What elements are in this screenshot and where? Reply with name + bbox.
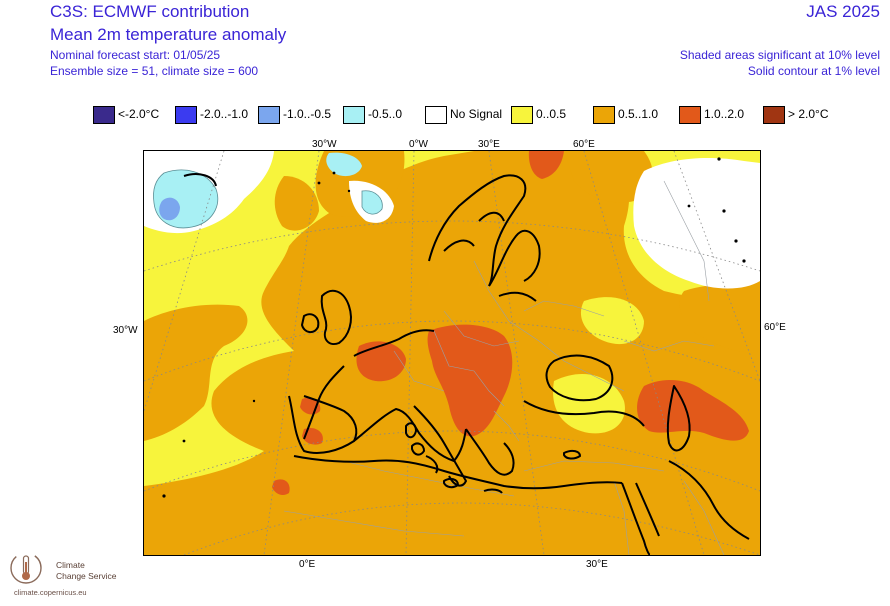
anomaly-field-weak: [580, 297, 644, 345]
legend-swatch: [425, 106, 447, 124]
no-signal-region: [633, 158, 760, 289]
logo-url: climate.copernicus.eu: [14, 588, 87, 597]
legend-swatch: [258, 106, 280, 124]
anomaly-region-slight-cool: [362, 190, 383, 215]
lon-label-top-30w: 30°W: [312, 139, 337, 150]
legend-swatch: [763, 106, 785, 124]
anomaly-field-weak: [553, 373, 625, 434]
anomaly-region-strong: [637, 379, 749, 441]
coastlines: [183, 173, 750, 555]
anomaly-region-moderate: [679, 281, 760, 353]
legend-swatch: [343, 106, 365, 124]
anomaly-region-moderate: [564, 151, 653, 203]
significance-note: Shaded areas significant at 10% level: [679, 48, 880, 62]
thermometer-logo-icon: [10, 552, 42, 584]
anomaly-region-strong: [272, 479, 290, 496]
contour-note: Solid contour at 1% level: [747, 64, 880, 78]
lon-label-top-0w: 0°W: [409, 139, 428, 150]
map-title: C3S: ECMWF contribution: [50, 2, 250, 21]
lon-label-left-30w: 30°W: [113, 325, 138, 336]
legend-label: <-2.0°C: [118, 107, 160, 121]
anomaly-region-moderate: [144, 304, 248, 441]
legend-swatch: [175, 106, 197, 124]
legend-label: 0.5..1.0: [618, 107, 659, 121]
legend-swatch: [593, 106, 615, 124]
legend-label: -0.5..0: [368, 107, 403, 121]
anomaly-region-moderate: [274, 176, 319, 231]
anomaly-region-strong: [356, 341, 406, 382]
map-subtitle: Mean 2m temperature anomaly: [50, 25, 287, 44]
lon-label-bottom-30e: 30°E: [586, 559, 608, 570]
lon-label-top-60e: 60°E: [573, 139, 595, 150]
legend-label: > 2.0°C: [788, 107, 829, 121]
map-canvas: [144, 151, 760, 555]
anomaly-region-cool: [159, 197, 180, 221]
lon-label-right-60e: 60°E: [764, 322, 786, 333]
country-borders: [283, 180, 725, 555]
legend-label: 1.0..2.0: [704, 107, 745, 121]
legend-label: -1.0..-0.5: [283, 107, 332, 121]
legend-swatch: [511, 106, 533, 124]
ensemble-size: Ensemble size = 51, climate size = 600: [50, 64, 259, 78]
copernicus-logo: Climate Change Service climate.copernicu…: [6, 548, 146, 604]
season-label: JAS 2025: [806, 2, 880, 21]
forecast-start: Nominal forecast start: 01/05/25: [50, 48, 221, 62]
anomaly-region-strong: [427, 324, 513, 437]
anomaly-map: [143, 150, 761, 556]
anomaly-region-strong: [528, 151, 564, 179]
legend-swatch: [93, 106, 115, 124]
legend-swatch: [679, 106, 701, 124]
lon-label-top-30e: 30°E: [478, 139, 500, 150]
legend-label: 0..0.5: [536, 107, 567, 121]
logo-line2: Change Service: [56, 571, 117, 581]
lon-label-bottom-0e: 0°E: [299, 559, 316, 570]
logo-line1: Climate: [56, 560, 85, 570]
legend-label: No Signal: [450, 107, 503, 121]
small-islands: [162, 157, 746, 498]
legend-label: -2.0..-1.0: [200, 107, 249, 121]
anomaly-region-slight-cool: [326, 152, 362, 177]
